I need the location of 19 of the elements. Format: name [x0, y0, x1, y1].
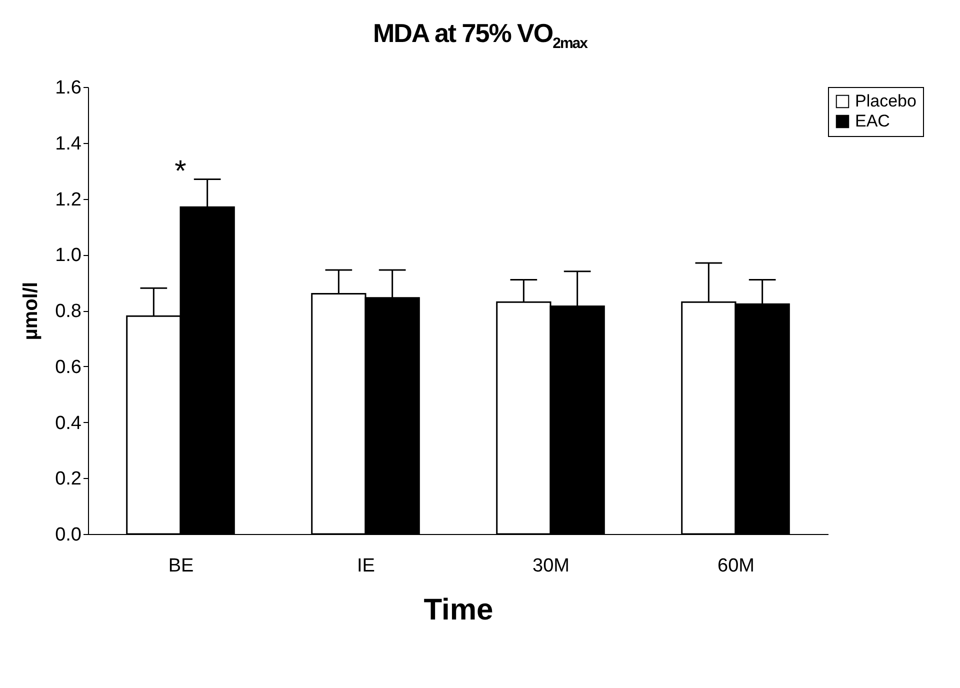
y-tick-label: 0.8 [55, 301, 82, 322]
y-tick-label: 0.6 [55, 356, 82, 378]
y-tick-label: 0.2 [55, 468, 82, 490]
chart-title: MDA at 75% VO$_{2max}$ [372, 18, 588, 54]
legend-label: Placebo [855, 92, 916, 110]
x-axis-title: Time [424, 594, 494, 626]
x-tick-label: BE [168, 556, 194, 576]
y-tick-label: 1.0 [55, 245, 82, 266]
y-axis-title: µmol/l [20, 282, 42, 340]
y-tick-label: 0.0 [55, 524, 82, 546]
y-tick-label: 1.2 [55, 189, 82, 210]
x-tick-label: 30M [532, 556, 570, 576]
y-tick-label: 1.6 [55, 78, 82, 98]
x-tick-label: IE [357, 556, 375, 576]
annotation: * [174, 155, 187, 188]
x-tick-label: 60M [718, 556, 754, 576]
y-tick-label: 1.4 [55, 133, 82, 154]
legend-label: EAC [855, 112, 890, 130]
y-tick-label: 0.4 [55, 412, 82, 434]
